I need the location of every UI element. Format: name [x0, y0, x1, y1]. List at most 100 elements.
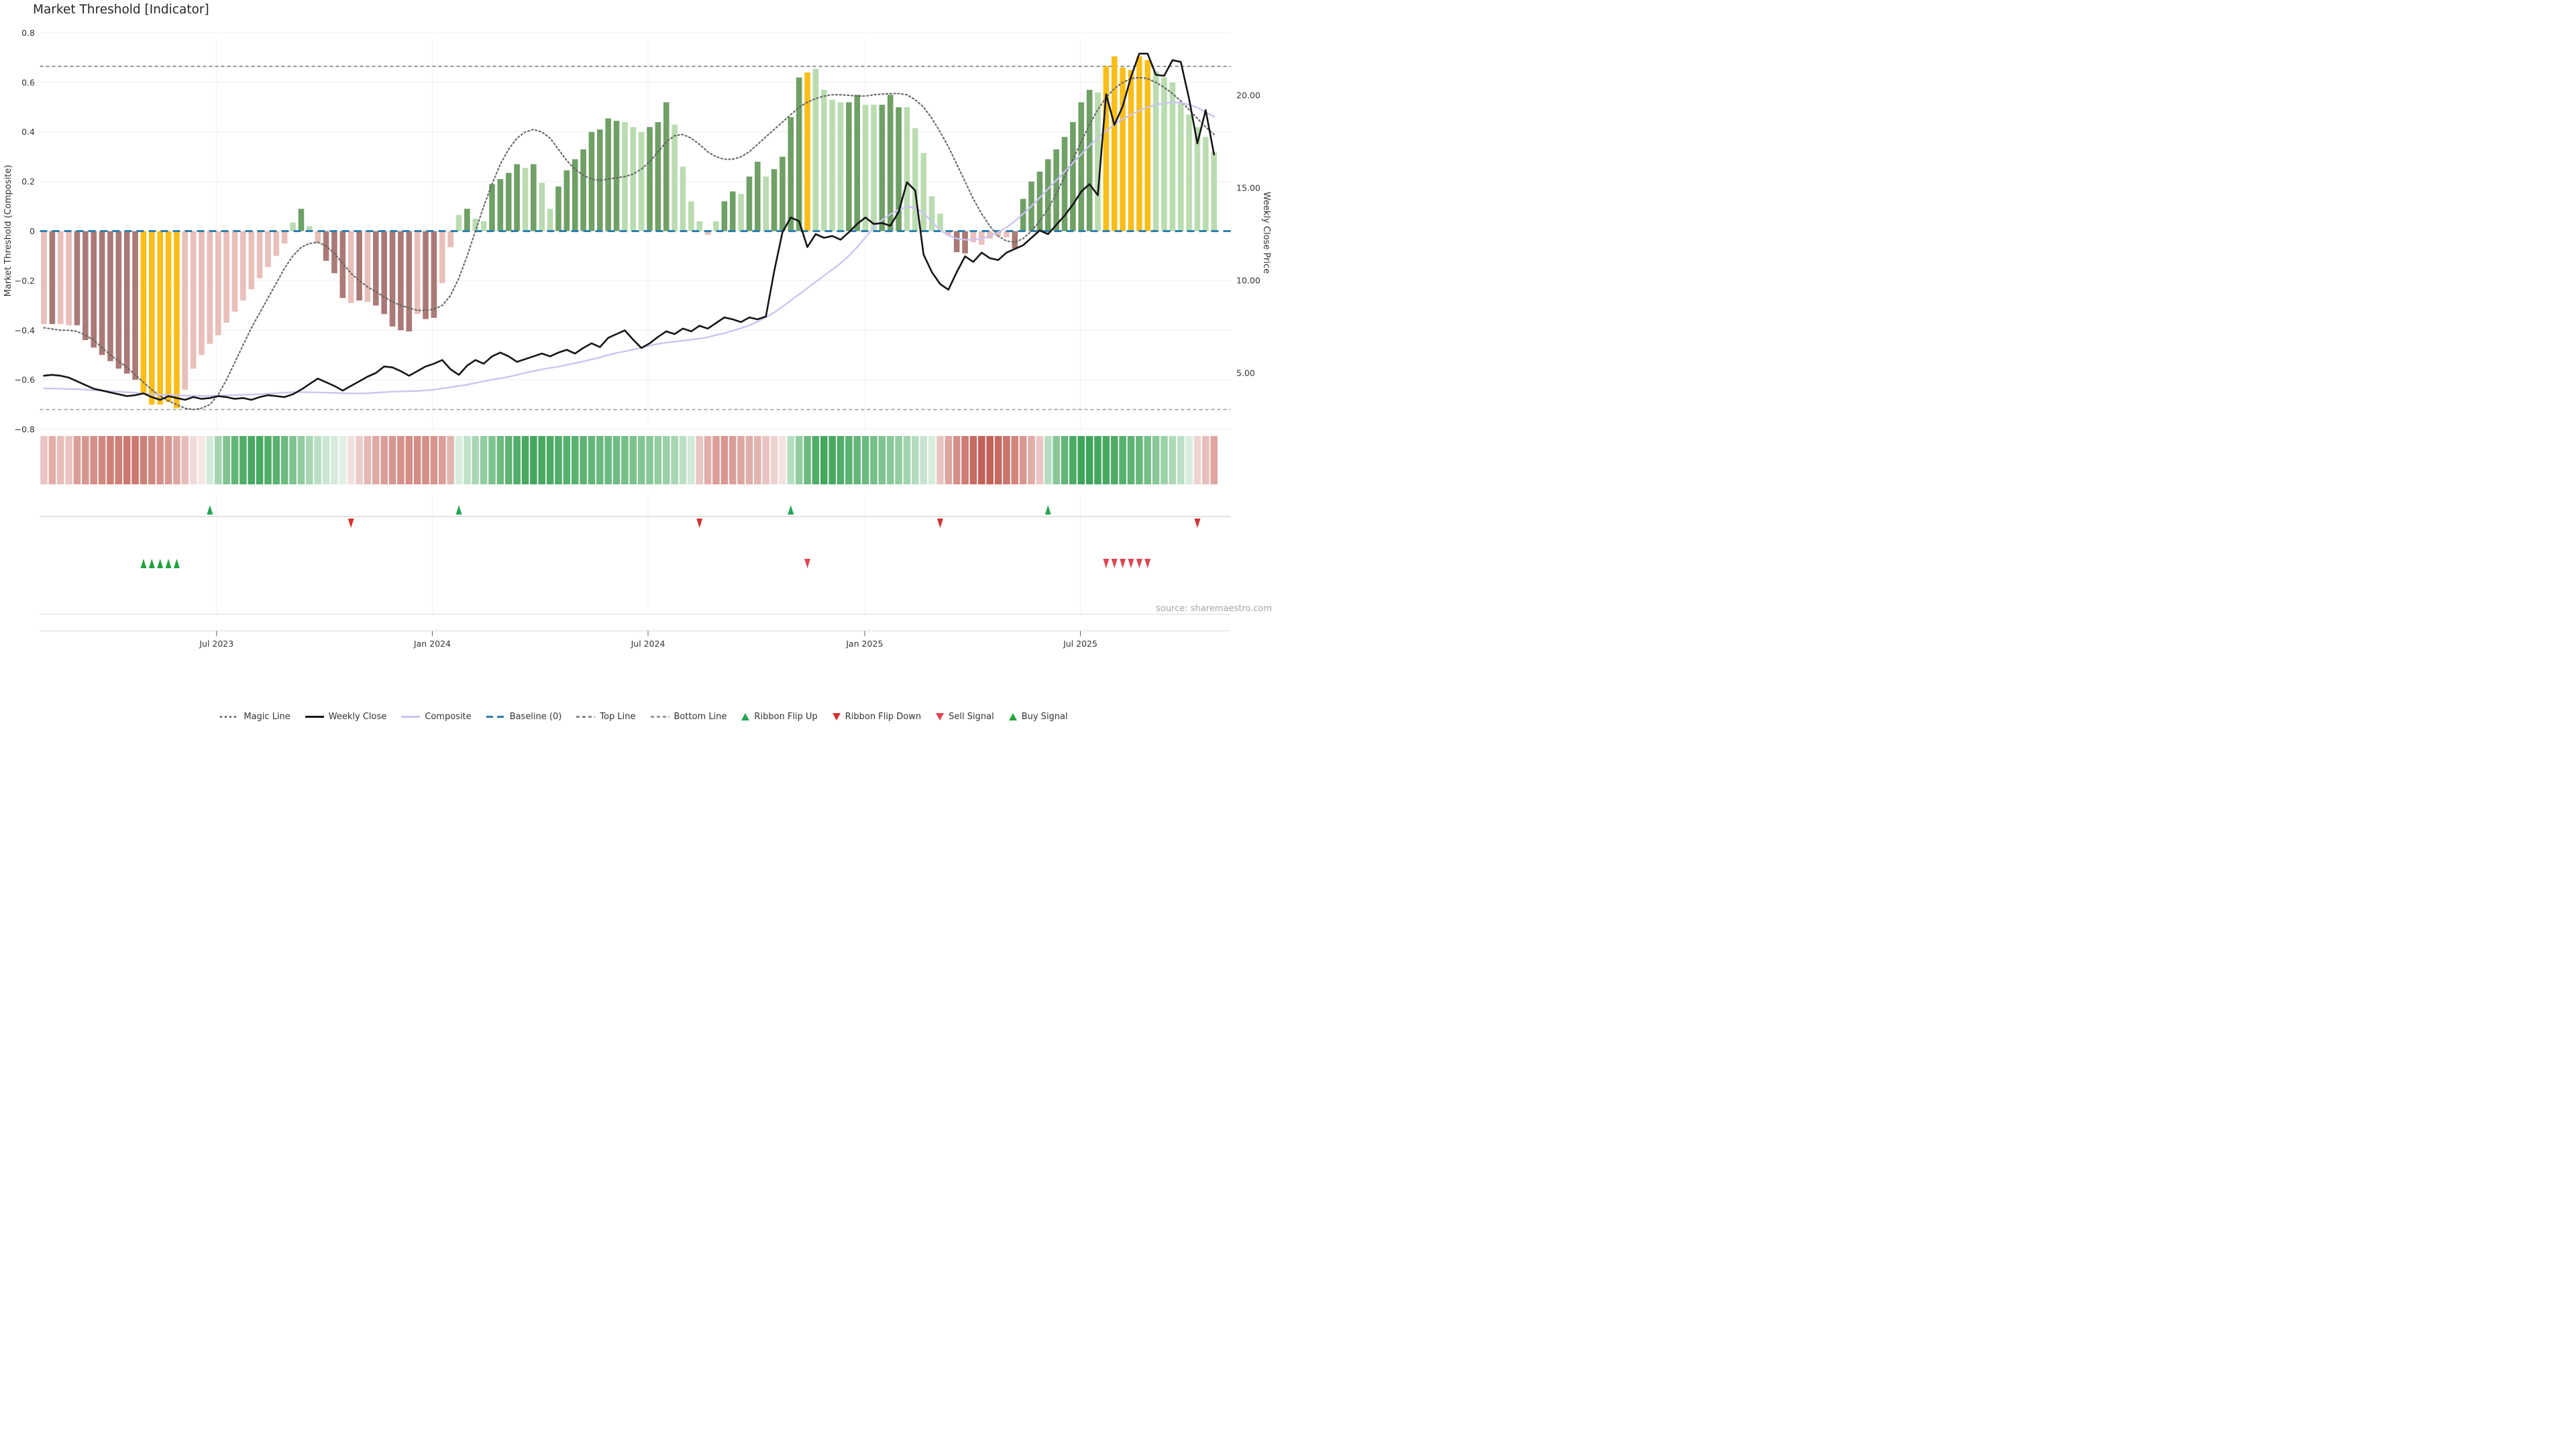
threshold-bar	[1070, 121, 1076, 231]
legend-item-ribbon-flip-up: Ribbon Flip Up	[741, 712, 818, 722]
threshold-bar	[547, 209, 553, 231]
ribbon-cell	[1110, 436, 1118, 484]
threshold-bar	[57, 231, 64, 325]
threshold-bar	[464, 209, 470, 231]
threshold-bar	[423, 231, 429, 319]
legend-item-ribbon-flip-down: Ribbon Flip Down	[832, 712, 922, 722]
ribbon-cell	[870, 436, 877, 484]
threshold-bar	[199, 231, 205, 356]
signal-panes	[40, 505, 1231, 631]
threshold-bar	[514, 164, 520, 231]
legend-label: Weekly Close	[328, 712, 387, 722]
sell-signal-marker	[804, 559, 811, 568]
ribbon-cell	[1061, 436, 1069, 484]
market-threshold-plot: 0.8 0.6 0.4 0.2 0 −0.2 −0.4 −0.6 −0.8 20.00 15.00 1…	[3, 28, 1272, 649]
threshold-bar	[879, 105, 885, 231]
ribbon-strip	[40, 436, 1218, 484]
ribbon-cell	[530, 436, 537, 484]
threshold-bar	[647, 127, 653, 231]
threshold-bar	[497, 178, 504, 231]
ribbon-cell	[1127, 436, 1135, 484]
ribbon-cell	[555, 436, 562, 484]
left-axis-tick: 0.8	[21, 28, 35, 38]
ribbon-cell	[331, 436, 338, 484]
left-axis-tick: 0.6	[21, 77, 35, 87]
ribbon-cell	[720, 436, 729, 484]
threshold-bar	[1020, 199, 1026, 231]
legend-item-magic-line: Magic Line	[220, 712, 290, 722]
threshold-bars	[41, 56, 1217, 409]
ribbon-cell	[521, 436, 529, 484]
threshold-bar	[231, 231, 238, 312]
threshold-bar	[41, 231, 47, 325]
ribbon-cell	[231, 436, 239, 484]
triangle-up-icon	[1008, 713, 1017, 720]
threshold-bar	[99, 231, 105, 356]
ribbon-cell	[372, 436, 380, 484]
line-swatch-icon	[220, 716, 239, 718]
threshold-bar	[680, 166, 686, 231]
ribbon-cell	[115, 436, 123, 484]
triangle-up-icon	[741, 713, 750, 720]
ribbon-cell	[1210, 436, 1218, 484]
left-axis-tick: −0.8	[15, 425, 35, 435]
ribbon-cell	[637, 436, 645, 484]
ribbon-cell	[322, 436, 330, 484]
ribbon-cell	[546, 436, 554, 484]
line-swatch-icon	[650, 716, 669, 718]
ribbon-cell	[629, 436, 637, 484]
threshold-bar	[489, 184, 495, 231]
threshold-bar	[920, 153, 927, 231]
threshold-bar	[240, 231, 246, 301]
ribbon-cell	[1152, 436, 1160, 484]
ribbon-cell	[612, 436, 621, 484]
ribbon-cell	[56, 436, 64, 484]
threshold-bar	[281, 231, 288, 244]
right-axis-tick: 15.00	[1236, 183, 1260, 193]
ribbon-cell	[696, 436, 704, 484]
magic-line-series	[43, 76, 1215, 411]
threshold-bar	[721, 201, 728, 231]
threshold-bar	[788, 117, 794, 231]
threshold-bar	[1120, 67, 1126, 231]
legend-label: Top Line	[600, 712, 636, 722]
ribbon-cell	[198, 436, 205, 484]
ribbon-cell	[688, 436, 695, 484]
legend-item-top-line: Top Line	[576, 712, 636, 722]
ribbon-cell	[280, 436, 288, 484]
threshold-bar	[655, 121, 661, 231]
threshold-bar	[74, 231, 80, 325]
buy-signal-marker	[165, 559, 172, 568]
threshold-bar	[995, 231, 1002, 236]
ribbon-cell	[820, 436, 828, 484]
threshold-bar	[780, 156, 786, 231]
threshold-bar	[1136, 56, 1142, 231]
threshold-bar	[1004, 231, 1010, 237]
ribbon-cell	[895, 436, 902, 484]
ribbon-flip-down-marker	[936, 519, 943, 528]
threshold-bar	[123, 231, 130, 374]
ribbon-cell	[206, 436, 214, 484]
threshold-bar	[1186, 114, 1192, 231]
threshold-bar	[630, 127, 637, 231]
ribbon-cell	[596, 436, 604, 484]
threshold-bar	[1012, 231, 1018, 249]
ribbon-cell	[256, 436, 264, 484]
ribbon-cell	[488, 436, 496, 484]
threshold-bar	[455, 215, 462, 231]
buy-signal-marker	[148, 559, 155, 568]
left-axis-tick: −0.4	[15, 325, 35, 335]
threshold-bar	[613, 121, 620, 231]
ribbon-cell	[886, 436, 894, 484]
threshold-bar	[829, 99, 835, 231]
threshold-bar	[1044, 159, 1051, 231]
threshold-bar	[887, 95, 894, 231]
threshold-bar	[663, 102, 669, 231]
ribbon-cell	[1077, 436, 1085, 484]
ribbon-flip-up-marker	[1044, 505, 1051, 515]
ribbon-cell	[107, 436, 114, 484]
legend-label: Ribbon Flip Down	[845, 712, 922, 722]
threshold-bar	[307, 226, 313, 231]
legend-label: Magic Line	[244, 712, 290, 722]
threshold-bar	[414, 231, 421, 315]
